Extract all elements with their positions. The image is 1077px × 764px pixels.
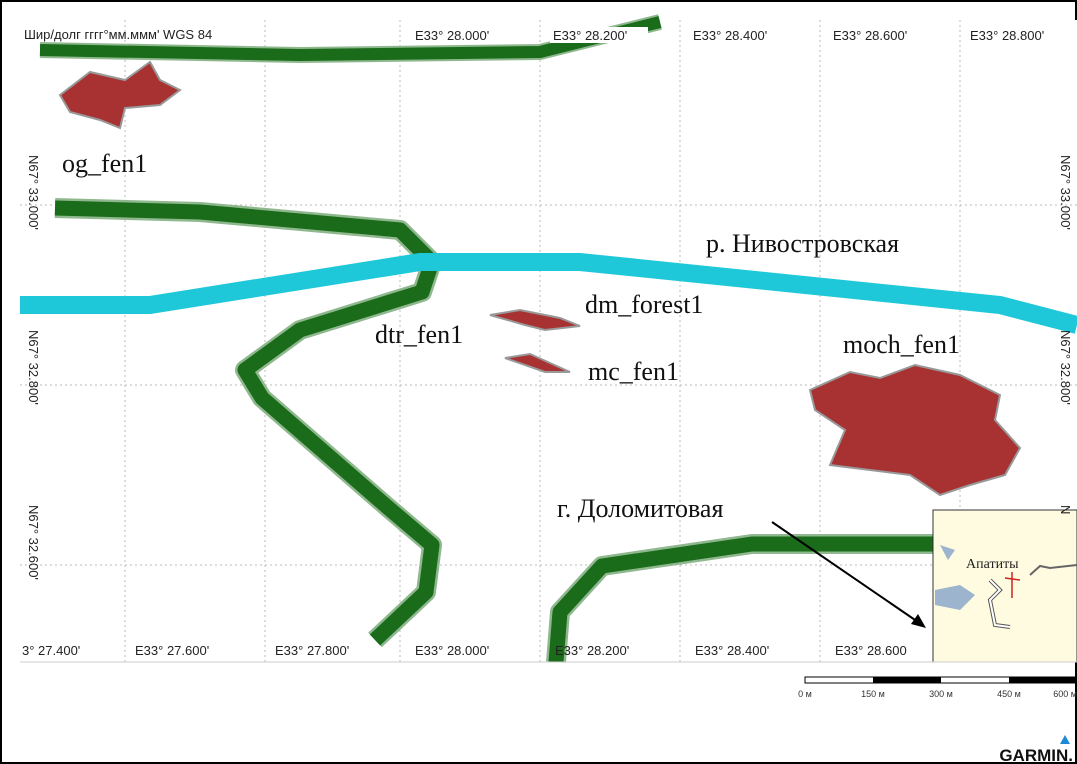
map-area: Апатиты Шир/долг гггг°мм.ммм' WGS 84 og_…	[20, 14, 1077, 663]
longitude-label: E33° 28.600'	[833, 28, 907, 43]
label-background	[690, 27, 788, 43]
inset-map	[932, 509, 1077, 663]
inset-water	[935, 545, 975, 610]
feature-label: mc_fen1	[588, 357, 679, 386]
longitude-label: E33° 28.800'	[970, 28, 1044, 43]
longitude-label: E33° 28.000'	[415, 28, 489, 43]
longitude-label: E33° 28.600	[835, 643, 907, 658]
latitude-label: N67° 33.000'	[1058, 155, 1073, 230]
longitude-label: E33° 27.800'	[275, 643, 349, 658]
inset-road-2	[1029, 564, 1077, 576]
coordinate-labels: E33° 28.000' E33° 28.200' E33° 28.400' E33°…	[22, 27, 1073, 658]
arrow-head	[911, 614, 926, 628]
garmin-logo-mark	[1060, 735, 1070, 744]
inset: Апатиты	[932, 509, 1077, 663]
longitude-label: E33° 28.400'	[695, 643, 769, 658]
latitude-label: N67° 33.000'	[26, 155, 41, 230]
longitude-label: E33° 28.000'	[415, 643, 489, 658]
feature-label: г. Доломитовая	[557, 494, 723, 523]
river	[20, 253, 1077, 334]
brand: GARMIN.	[999, 746, 1073, 764]
feature-label: dm_forest1	[585, 290, 703, 319]
latitude-label: N	[1058, 505, 1073, 514]
latitude-label: N67° 32.800'	[1058, 330, 1073, 405]
scale-label: 450 м	[997, 689, 1021, 699]
feature-label: dtr_fen1	[375, 320, 463, 349]
longitude-label: E33° 28.400'	[693, 28, 767, 43]
longitude-label: E33° 28.200'	[553, 28, 627, 43]
pointer-arrow	[771, 521, 919, 623]
label-background	[830, 27, 928, 43]
longitude-label: 3° 27.400'	[22, 643, 80, 658]
feature-label: р. Нивостровская	[706, 229, 899, 258]
label-background	[412, 27, 510, 43]
inset-road-core	[988, 579, 1011, 628]
scale-label: 300 м	[929, 689, 953, 699]
scale-label: 600 м	[1053, 689, 1077, 699]
inset-marker	[1004, 572, 1021, 598]
feature-label: og_fen1	[62, 149, 147, 178]
label-background	[550, 27, 648, 43]
longitude-label: E33° 27.600'	[135, 643, 209, 658]
longitude-label: E33° 28.200'	[555, 643, 629, 658]
scale-label: 0 м	[798, 689, 812, 699]
scale-label: 150 м	[861, 689, 885, 699]
inset-city: Апатиты	[966, 557, 1019, 572]
feature-label: moch_fen1	[843, 330, 960, 359]
scale-bar	[804, 676, 1077, 684]
latitude-label: N67° 32.600'	[26, 505, 41, 580]
fen-areas	[58, 60, 1022, 497]
latitude-label: N67° 32.800'	[26, 330, 41, 405]
label-background	[967, 27, 1065, 43]
datum: Шир/долг гггг°мм.ммм' WGS 84	[24, 27, 212, 42]
map-background	[20, 20, 1077, 662]
scale-labels: 0 м 150 м 300 м 450 м 600 м	[798, 689, 1077, 699]
